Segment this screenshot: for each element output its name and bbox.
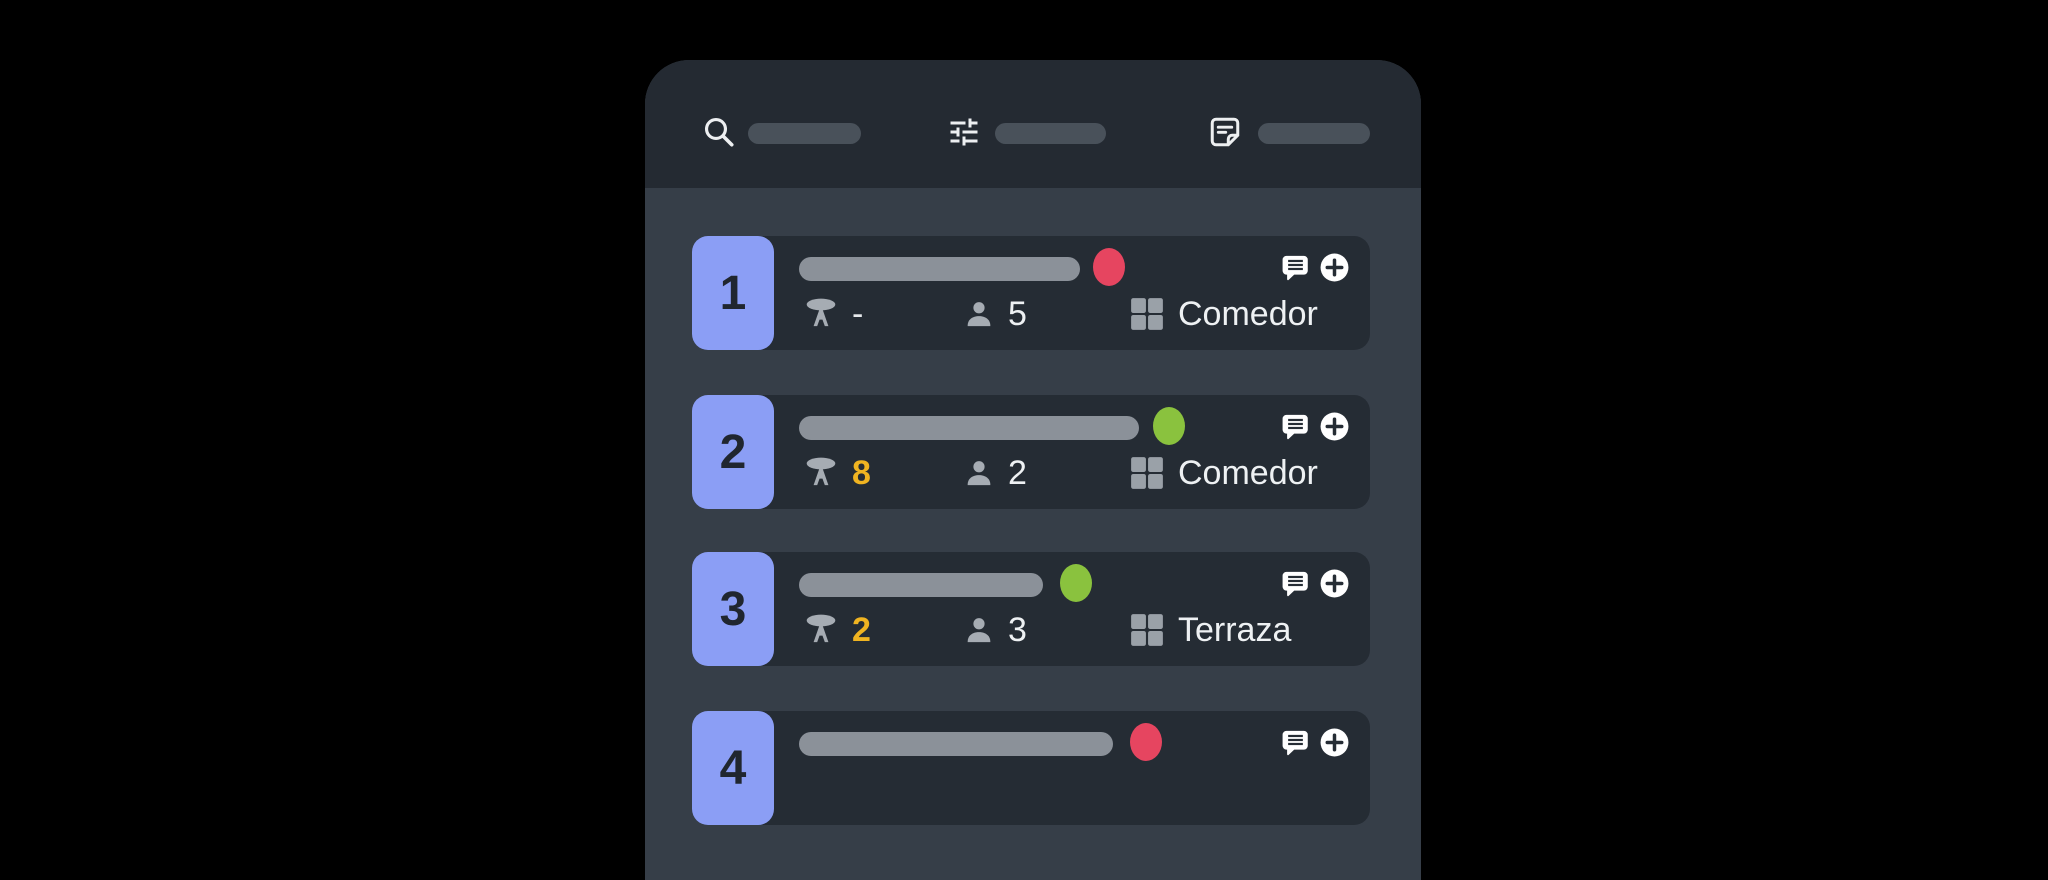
add-button[interactable] <box>1319 411 1350 442</box>
status-dot <box>1153 407 1185 445</box>
row-number-badge: 3 <box>692 552 774 666</box>
table-icon <box>806 614 836 643</box>
add-button[interactable] <box>1319 568 1350 599</box>
person-icon <box>967 302 991 327</box>
redacted-name-bar <box>799 573 1043 597</box>
search-placeholder-bar <box>748 123 861 144</box>
comment-button[interactable] <box>1280 727 1311 758</box>
area-label: Terraza <box>1178 610 1292 649</box>
tables-count: 2 <box>852 610 871 649</box>
comment-icon <box>1282 255 1308 281</box>
row-number-badge: 1 <box>692 236 774 350</box>
notes-icon[interactable] <box>1207 114 1243 150</box>
filters-placeholder-bar <box>995 123 1106 144</box>
row-number-badge: 4 <box>692 711 774 825</box>
floor-grid-icon <box>1131 457 1163 489</box>
add-icon <box>1320 253 1349 282</box>
list-row[interactable]: 2 <box>692 395 1370 509</box>
floor-grid-icon <box>1131 614 1163 646</box>
comment-button[interactable] <box>1280 568 1311 599</box>
persons-count: 5 <box>1008 294 1027 333</box>
add-icon <box>1320 412 1349 441</box>
status-dot <box>1130 723 1162 761</box>
area-label: Comedor <box>1178 294 1318 333</box>
redacted-name-bar <box>799 416 1139 440</box>
persons-count: 2 <box>1008 453 1027 492</box>
status-dot <box>1093 248 1125 286</box>
add-icon <box>1320 569 1349 598</box>
add-button[interactable] <box>1319 727 1350 758</box>
comment-icon <box>1282 414 1308 440</box>
row-number-badge: 2 <box>692 395 774 509</box>
toolbar <box>645 60 1421 188</box>
comment-icon <box>1282 571 1308 597</box>
person-icon <box>967 461 991 486</box>
comment-button[interactable] <box>1280 252 1311 283</box>
person-icon <box>967 618 991 643</box>
list-row[interactable]: 3 <box>692 552 1370 666</box>
comment-button[interactable] <box>1280 411 1311 442</box>
list-row[interactable]: 1 <box>692 236 1370 350</box>
redacted-name-bar <box>799 257 1080 281</box>
status-dot <box>1060 564 1092 602</box>
notes-placeholder-bar <box>1258 123 1370 144</box>
persons-count: 3 <box>1008 610 1027 649</box>
filters-icon[interactable] <box>946 114 982 150</box>
add-icon <box>1320 728 1349 757</box>
table-icon <box>806 457 836 486</box>
add-button[interactable] <box>1319 252 1350 283</box>
area-label: Comedor <box>1178 453 1318 492</box>
floor-grid-icon <box>1131 298 1163 330</box>
search-icon[interactable] <box>701 114 737 150</box>
redacted-name-bar <box>799 732 1113 756</box>
list-row[interactable]: 4 <box>692 711 1370 825</box>
comment-icon <box>1282 730 1308 756</box>
tables-count: - <box>852 294 864 333</box>
tables-count: 8 <box>852 453 871 492</box>
waitlist-card: 1 <box>645 60 1421 880</box>
table-icon <box>806 298 836 327</box>
